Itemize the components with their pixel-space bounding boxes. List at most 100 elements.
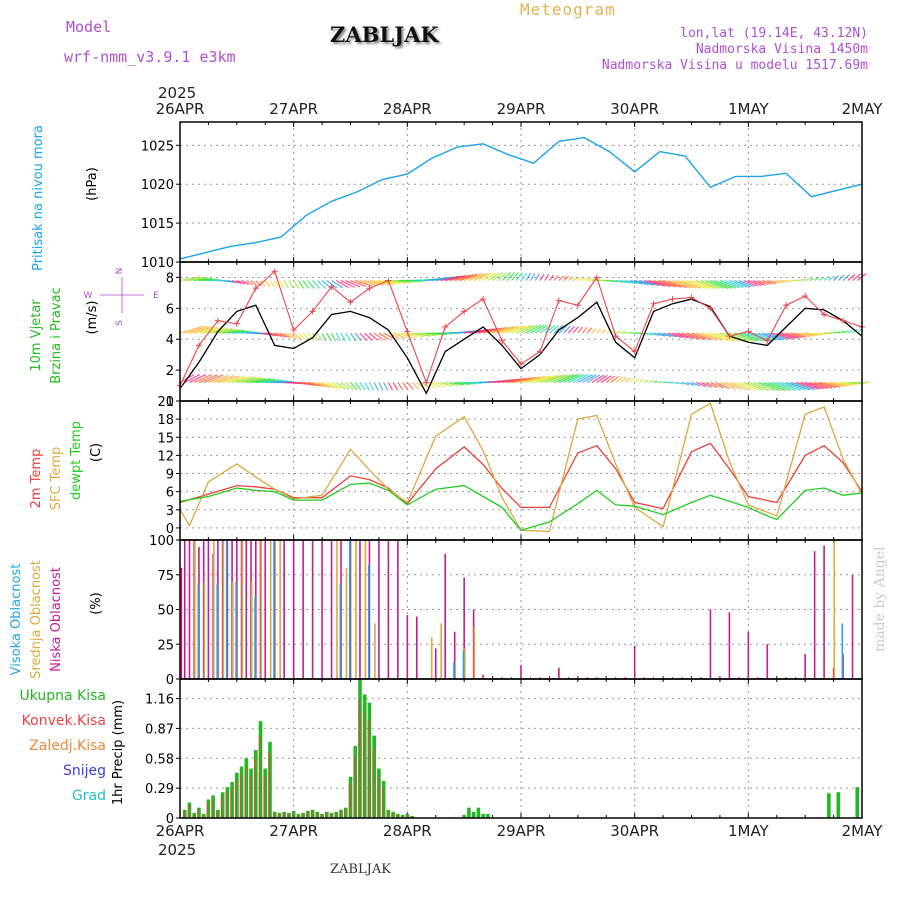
wind-barb — [288, 332, 298, 339]
wind-barb — [572, 276, 580, 282]
wind-barb — [771, 381, 796, 391]
wind-barb — [672, 279, 697, 289]
wind-barb — [454, 274, 474, 282]
wind-barb — [530, 324, 545, 334]
wind-barb — [743, 279, 759, 287]
wind-barb — [516, 376, 541, 384]
wind-barb — [729, 279, 748, 288]
wind-gust-marker — [347, 299, 354, 306]
precip-bar — [301, 812, 305, 818]
lonlat: lon,lat (19.14E, 43.12N) — [680, 26, 868, 41]
wind-gust-marker — [669, 296, 676, 303]
wind-barb — [539, 273, 545, 281]
wind-barb — [392, 332, 407, 339]
wind-barb — [719, 381, 736, 390]
wind-barb — [231, 376, 256, 384]
altitude: Nadmorska Visina 1450m — [695, 42, 868, 57]
compass-e: E — [153, 291, 159, 301]
wind-barb — [800, 332, 814, 337]
wind-barb — [236, 279, 246, 285]
cloud-axis-title-2: Srednja Oblacnost — [29, 560, 44, 679]
wind-barb — [515, 272, 523, 281]
wind-barb — [194, 277, 212, 282]
wind-barb — [534, 324, 549, 334]
x-tick-label-top: 26APR — [156, 100, 205, 118]
wind-barb — [681, 381, 690, 386]
wind-gust-marker — [745, 328, 752, 335]
wind-barb — [601, 328, 606, 334]
wind-barb — [364, 279, 384, 286]
x-tick-label-top: 27APR — [269, 100, 318, 118]
precip-conv-bar — [320, 814, 323, 818]
wind-barb — [809, 277, 815, 282]
wind-barb — [700, 381, 712, 388]
wind-barb — [814, 381, 837, 389]
precip-conv-bar — [225, 791, 228, 818]
station-title: ZABLJAK — [330, 22, 439, 47]
y-tick-label: 0 — [166, 812, 174, 827]
precip-bar — [325, 811, 329, 818]
wind-barb — [359, 279, 378, 287]
wind-barb — [819, 381, 841, 388]
wind-barb — [246, 378, 271, 384]
wind-barb — [378, 382, 384, 391]
wind-barb — [326, 381, 339, 389]
wind-barb — [459, 273, 478, 282]
wind-barb — [274, 280, 280, 288]
wind-barb — [193, 374, 212, 384]
precip-conv-bar — [272, 812, 275, 818]
wind-barb — [307, 332, 314, 341]
wind-barb — [520, 376, 546, 384]
wind-barb — [227, 376, 251, 384]
wind-barb — [222, 329, 245, 334]
wind-barb — [672, 332, 689, 339]
wind-barb — [326, 332, 332, 342]
wind-barb — [710, 332, 734, 342]
wind-barb — [591, 327, 597, 334]
wind-barb — [440, 381, 453, 387]
wind-barb — [283, 280, 289, 289]
wind-barb — [738, 279, 755, 288]
wind-barb — [236, 377, 261, 384]
precip-conv-bar — [353, 756, 356, 818]
wind-gust-marker — [821, 311, 828, 318]
wind-barb — [767, 279, 777, 285]
wind-barb — [421, 332, 442, 336]
wind-barb — [563, 275, 569, 281]
wind-barb — [620, 376, 627, 383]
wind-barb — [406, 382, 414, 390]
y-tick-label: 0 — [166, 673, 174, 688]
wind-barb — [842, 381, 859, 385]
wind-barb — [572, 326, 580, 334]
wind-barb — [833, 274, 840, 281]
wind-barb — [231, 279, 242, 284]
wind-barb — [743, 381, 764, 391]
precip-conv-bar — [187, 804, 190, 818]
temp-unit: (C) — [89, 443, 104, 462]
precip-conv-bar — [343, 809, 346, 818]
wind-barb — [227, 279, 238, 284]
wind-gust-marker — [840, 317, 847, 324]
precip-bar — [476, 807, 481, 818]
wind-axis-title: 10m Vjetar — [29, 299, 44, 372]
wind-barb — [198, 374, 218, 384]
wind-barb — [293, 332, 302, 340]
wind-barb — [733, 381, 753, 391]
wind-barb — [487, 326, 511, 334]
wind-barb — [378, 332, 390, 341]
wind-barb — [321, 381, 335, 389]
wind-barb — [596, 374, 608, 383]
wind-barb — [686, 332, 707, 340]
panel-frame — [179, 678, 863, 819]
wind-barb — [245, 280, 254, 286]
wind-barb — [629, 377, 636, 383]
wind-barb — [653, 279, 677, 288]
wind-barb — [634, 378, 640, 383]
wind-barb — [297, 280, 305, 289]
footer-station: ZABLJAK — [330, 862, 391, 877]
wind-barb — [331, 280, 344, 289]
wind-barb — [705, 381, 718, 389]
precip-bar — [827, 793, 831, 818]
wind-barb — [809, 332, 822, 336]
wind-gust-marker — [442, 323, 449, 330]
